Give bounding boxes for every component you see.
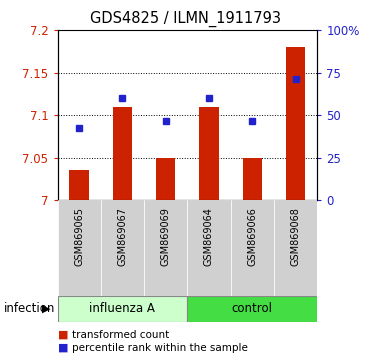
Text: GSM869067: GSM869067 <box>118 207 127 266</box>
Text: GSM869068: GSM869068 <box>290 207 301 266</box>
Bar <box>58 296 187 322</box>
Text: transformed count: transformed count <box>72 330 170 339</box>
Bar <box>187 200 231 296</box>
Text: control: control <box>232 302 273 315</box>
Bar <box>156 158 175 200</box>
Bar <box>58 200 101 296</box>
Bar <box>286 47 305 200</box>
Text: GDS4825 / ILMN_1911793: GDS4825 / ILMN_1911793 <box>90 11 281 27</box>
Text: ▶: ▶ <box>42 304 50 314</box>
Text: infection: infection <box>4 302 55 315</box>
Text: influenza A: influenza A <box>89 302 155 315</box>
Text: percentile rank within the sample: percentile rank within the sample <box>72 343 248 353</box>
Text: GSM869065: GSM869065 <box>74 207 84 266</box>
Text: ■: ■ <box>58 330 68 339</box>
Bar <box>231 200 274 296</box>
Bar <box>144 200 187 296</box>
Bar <box>187 296 317 322</box>
Text: ■: ■ <box>58 343 68 353</box>
Bar <box>243 158 262 200</box>
Bar <box>199 107 219 200</box>
Bar <box>113 107 132 200</box>
Text: GSM869066: GSM869066 <box>247 207 257 266</box>
Bar <box>101 200 144 296</box>
Bar <box>274 200 317 296</box>
Bar <box>69 170 89 200</box>
Text: GSM869064: GSM869064 <box>204 207 214 266</box>
Text: GSM869069: GSM869069 <box>161 207 171 266</box>
